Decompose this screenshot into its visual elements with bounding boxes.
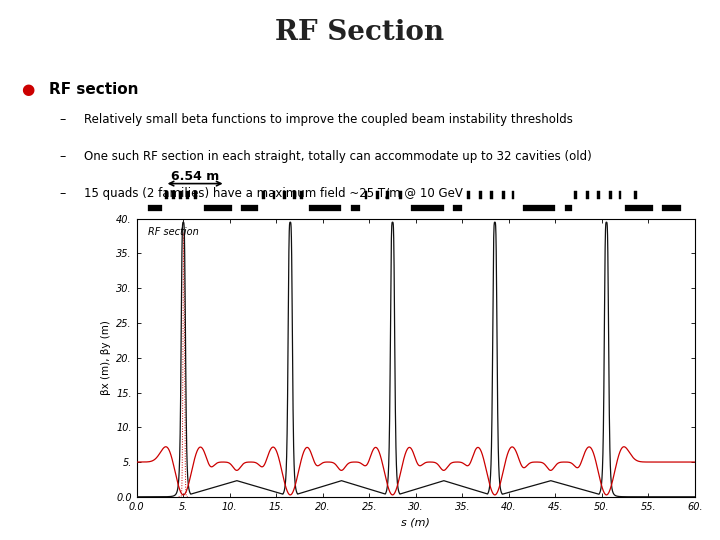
Bar xyxy=(564,205,572,211)
Bar xyxy=(453,205,462,211)
Bar xyxy=(204,205,232,211)
Bar xyxy=(376,191,379,199)
Bar xyxy=(512,191,514,199)
Bar xyxy=(241,205,258,211)
Text: –: – xyxy=(59,150,66,163)
Bar xyxy=(165,191,168,199)
Text: RF Section: RF Section xyxy=(276,19,444,46)
Text: –: – xyxy=(59,187,66,200)
Text: 6.54 m: 6.54 m xyxy=(171,170,219,183)
Bar xyxy=(293,191,296,199)
Bar xyxy=(172,191,175,199)
Bar xyxy=(625,205,653,211)
Text: Jefferson Lab: Jefferson Lab xyxy=(626,518,720,532)
Bar xyxy=(386,191,389,199)
Text: RF section: RF section xyxy=(148,227,199,237)
Text: 15 quads (2 families) have a maximum field ~25 T/m @ 10 GeV: 15 quads (2 families) have a maximum fie… xyxy=(84,187,462,200)
Bar xyxy=(283,191,286,199)
Bar xyxy=(300,191,303,199)
Bar xyxy=(148,205,162,211)
Bar xyxy=(618,191,621,199)
Bar xyxy=(634,191,637,199)
Bar xyxy=(351,205,360,211)
Text: RF section: RF section xyxy=(49,82,138,97)
Text: Relatively small beta functions to improve the coupled beam instability threshol: Relatively small beta functions to impro… xyxy=(84,113,572,126)
Bar xyxy=(503,191,505,199)
Text: –: – xyxy=(59,113,66,126)
Bar xyxy=(411,205,444,211)
Bar xyxy=(490,191,493,199)
Bar xyxy=(194,191,197,199)
Bar xyxy=(467,191,469,199)
Bar xyxy=(609,191,612,199)
Bar xyxy=(186,191,189,199)
Bar xyxy=(586,191,589,199)
Bar xyxy=(309,205,341,211)
Bar xyxy=(399,191,402,199)
Text: One such RF section in each straight, totally can accommodate up to 32 cavities : One such RF section in each straight, to… xyxy=(84,150,591,163)
Bar xyxy=(262,191,265,199)
Bar xyxy=(597,191,600,199)
Bar xyxy=(574,191,577,199)
Bar xyxy=(273,191,275,199)
Y-axis label: βx (m), βy (m): βx (m), βy (m) xyxy=(101,320,111,395)
Text: ●: ● xyxy=(22,82,35,97)
Bar xyxy=(662,205,681,211)
Bar xyxy=(364,191,367,199)
Bar xyxy=(479,191,482,199)
Bar xyxy=(179,191,182,199)
Bar xyxy=(523,205,555,211)
X-axis label: s (m): s (m) xyxy=(401,517,431,527)
